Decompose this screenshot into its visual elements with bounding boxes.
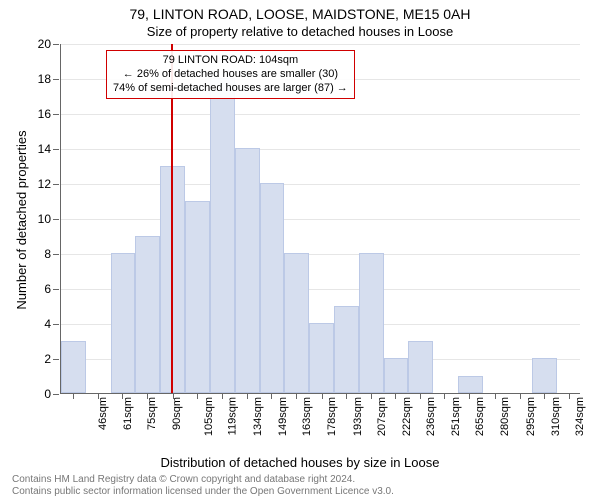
x-tick-label: 75sqm bbox=[146, 397, 158, 430]
x-tick bbox=[444, 393, 445, 399]
callout-line-2: ← 26% of detached houses are smaller (30… bbox=[113, 68, 348, 82]
histogram-bar bbox=[185, 201, 210, 394]
x-tick-label: 222sqm bbox=[401, 397, 413, 436]
y-tick-label: 14 bbox=[38, 142, 51, 156]
x-tick bbox=[520, 393, 521, 399]
x-tick bbox=[395, 393, 396, 399]
x-tick-label: 251sqm bbox=[450, 397, 462, 436]
x-tick bbox=[322, 393, 323, 399]
x-tick-label: 236sqm bbox=[425, 397, 437, 436]
y-tick-label: 4 bbox=[44, 317, 51, 331]
chart-title: 79, LINTON ROAD, LOOSE, MAIDSTONE, ME15 … bbox=[0, 6, 600, 22]
x-tick bbox=[544, 393, 545, 399]
y-tick bbox=[53, 394, 59, 395]
y-tick bbox=[53, 79, 59, 80]
callout-line-1: 79 LINTON ROAD: 104sqm bbox=[113, 54, 348, 68]
histogram-bar bbox=[210, 78, 235, 393]
y-tick bbox=[53, 149, 59, 150]
footer-line-1: Contains HM Land Registry data © Crown c… bbox=[12, 474, 394, 486]
histogram-bar bbox=[408, 341, 433, 394]
chart-subtitle: Size of property relative to detached ho… bbox=[0, 24, 600, 39]
y-tick bbox=[53, 324, 59, 325]
x-tick bbox=[73, 393, 74, 399]
x-tick bbox=[569, 393, 570, 399]
x-axis-label: Distribution of detached houses by size … bbox=[0, 455, 600, 470]
chart-container: 79, LINTON ROAD, LOOSE, MAIDSTONE, ME15 … bbox=[0, 0, 600, 500]
histogram-bar bbox=[458, 376, 483, 394]
footer-line-2: Contains public sector information licen… bbox=[12, 486, 394, 498]
y-axis-label: Number of detached properties bbox=[14, 130, 29, 309]
x-tick-label: 149sqm bbox=[277, 397, 289, 436]
x-tick-label: 90sqm bbox=[171, 397, 183, 430]
y-tick bbox=[53, 219, 59, 220]
grid-line bbox=[61, 219, 580, 220]
x-tick-label: 105sqm bbox=[203, 397, 215, 436]
x-tick bbox=[371, 393, 372, 399]
grid-line bbox=[61, 184, 580, 185]
callout-line-3: 74% of semi-detached houses are larger (… bbox=[113, 82, 348, 96]
y-tick-label: 20 bbox=[38, 37, 51, 51]
y-tick bbox=[53, 254, 59, 255]
x-tick bbox=[469, 393, 470, 399]
x-tick bbox=[247, 393, 248, 399]
histogram-bar bbox=[235, 148, 260, 393]
x-tick-label: 193sqm bbox=[352, 397, 364, 436]
x-tick-label: 119sqm bbox=[226, 397, 238, 435]
x-tick bbox=[495, 393, 496, 399]
x-tick-label: 163sqm bbox=[301, 397, 313, 436]
grid-line bbox=[61, 44, 580, 45]
x-tick bbox=[296, 393, 297, 399]
histogram-bar bbox=[284, 253, 309, 393]
x-tick-label: 46sqm bbox=[97, 397, 109, 430]
x-tick-label: 265sqm bbox=[474, 397, 486, 436]
y-tick bbox=[53, 289, 59, 290]
histogram-bar bbox=[334, 306, 359, 394]
callout-box: 79 LINTON ROAD: 104sqm ← 26% of detached… bbox=[106, 50, 355, 99]
histogram-bar bbox=[384, 358, 409, 393]
x-tick bbox=[197, 393, 198, 399]
x-tick-label: 295sqm bbox=[525, 397, 537, 436]
x-tick-label: 280sqm bbox=[499, 397, 511, 436]
x-tick bbox=[173, 393, 174, 399]
x-tick-label: 310sqm bbox=[550, 397, 562, 436]
histogram-bar bbox=[135, 236, 160, 394]
footer-attribution: Contains HM Land Registry data © Crown c… bbox=[12, 474, 394, 498]
histogram-bar bbox=[359, 253, 384, 393]
y-tick-label: 16 bbox=[38, 107, 51, 121]
x-tick bbox=[222, 393, 223, 399]
grid-line bbox=[61, 114, 580, 115]
histogram-bar bbox=[309, 323, 334, 393]
x-tick bbox=[98, 393, 99, 399]
y-tick bbox=[53, 114, 59, 115]
x-tick-label: 178sqm bbox=[327, 397, 339, 436]
x-tick-label: 61sqm bbox=[122, 397, 134, 430]
x-tick bbox=[122, 393, 123, 399]
y-tick-label: 0 bbox=[44, 387, 51, 401]
grid-line bbox=[61, 149, 580, 150]
histogram-bar bbox=[61, 341, 86, 394]
x-tick bbox=[271, 393, 272, 399]
x-tick bbox=[346, 393, 347, 399]
y-tick-label: 10 bbox=[38, 212, 51, 226]
y-tick bbox=[53, 184, 59, 185]
y-tick-label: 8 bbox=[44, 247, 51, 261]
histogram-bar bbox=[111, 253, 136, 393]
x-tick-label: 134sqm bbox=[252, 397, 264, 436]
y-tick-label: 18 bbox=[38, 72, 51, 86]
x-tick-label: 207sqm bbox=[376, 397, 388, 436]
y-tick bbox=[53, 44, 59, 45]
x-tick-label: 324sqm bbox=[574, 397, 586, 436]
y-tick-label: 12 bbox=[38, 177, 51, 191]
y-tick-label: 6 bbox=[44, 282, 51, 296]
histogram-bar bbox=[260, 183, 285, 393]
x-tick bbox=[420, 393, 421, 399]
histogram-bar bbox=[532, 358, 557, 393]
plot-area: 0246810121416182046sqm61sqm75sqm90sqm105… bbox=[60, 44, 580, 394]
y-tick-label: 2 bbox=[44, 352, 51, 366]
y-tick bbox=[53, 359, 59, 360]
x-tick bbox=[147, 393, 148, 399]
